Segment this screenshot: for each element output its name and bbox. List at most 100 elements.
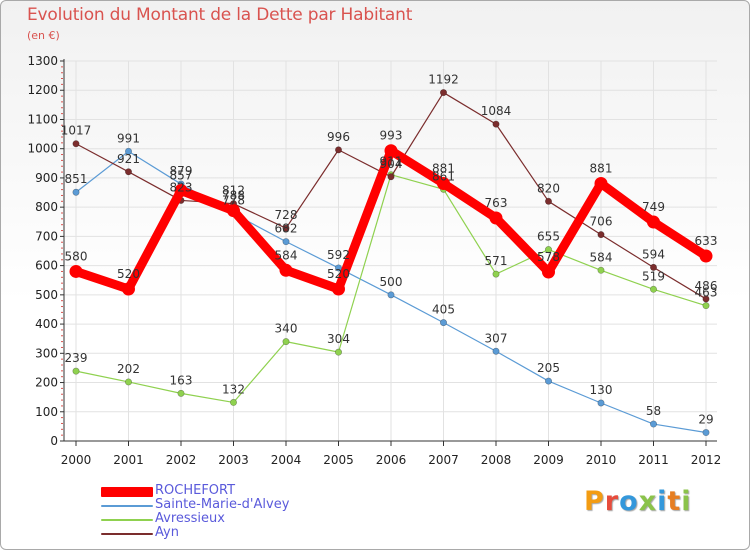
legend-label: Ayn <box>155 525 179 540</box>
data-point-avressieux <box>649 285 657 293</box>
data-label-ayn: 594 <box>642 247 665 261</box>
data-point-ayn <box>282 224 290 232</box>
data-label-rochefort: 881 <box>590 161 613 175</box>
data-label-rochefort: 763 <box>485 196 508 210</box>
data-point-ayn <box>334 146 342 154</box>
data-point-sainte-marie-d-alvey <box>649 420 657 428</box>
legend-swatch <box>101 533 153 535</box>
data-label-avressieux: 163 <box>170 373 193 387</box>
x-tick-label: 2006 <box>376 453 407 467</box>
data-label-rochefort: 578 <box>537 250 560 264</box>
data-label-ayn: 812 <box>222 184 245 198</box>
data-point-ayn <box>387 173 395 181</box>
axes: 0 100 200 300 400 500 600 700 800 900 1000 1100 1200… <box>27 54 721 467</box>
y-tick-label: 400 <box>35 317 58 331</box>
data-point-sainte-marie-d-alvey <box>492 347 500 355</box>
data-label-rochefort: 749 <box>642 200 665 214</box>
data-point-ayn <box>649 263 657 271</box>
x-tick-label: 2011 <box>638 453 669 467</box>
data-point-ayn <box>72 140 80 148</box>
data-point-avressieux <box>544 246 552 254</box>
y-tick-label: 700 <box>35 229 58 243</box>
data-label-avressieux: 571 <box>485 254 508 268</box>
data-label-sainte-marie-d-alvey: 879 <box>170 164 193 178</box>
y-tick-label: 900 <box>35 171 58 185</box>
legend-swatch <box>101 519 153 521</box>
data-label-ayn: 904 <box>380 157 403 171</box>
data-label-rochefort: 633 <box>695 234 718 248</box>
data-label-rochefort: 993 <box>380 129 403 143</box>
data-point-rochefort <box>384 144 398 158</box>
data-label-avressieux: 519 <box>642 269 665 283</box>
data-point-avressieux <box>597 266 605 274</box>
data-label-rochefort: 788 <box>222 189 245 203</box>
data-label-avressieux: 861 <box>432 169 455 183</box>
data-point-avressieux <box>125 378 133 386</box>
data-label-rochefort: 857 <box>170 168 193 182</box>
data-label-sainte-marie-d-alvey: 307 <box>485 331 508 345</box>
data-point-rochefort <box>542 265 555 279</box>
x-tick-label: 2002 <box>166 453 197 467</box>
data-label-sainte-marie-d-alvey: 592 <box>327 248 350 262</box>
data-point-sainte-marie-d-alvey <box>597 399 605 407</box>
x-tick-label: 2005 <box>323 453 354 467</box>
data-label-avressieux: 304 <box>327 332 350 346</box>
data-label-avressieux: 463 <box>695 286 718 300</box>
x-tick-label: 2009 <box>533 453 564 467</box>
data-point-sainte-marie-d-alvey <box>72 188 80 196</box>
logo-letter: x <box>638 486 658 517</box>
data-point-sainte-marie-d-alvey <box>282 238 290 246</box>
proxiti-logo: Proxiti <box>584 486 692 517</box>
data-point-ayn <box>702 295 710 303</box>
data-point-rochefort <box>227 204 240 218</box>
y-tick-label: 100 <box>35 405 58 419</box>
y-tick-label: 800 <box>35 200 58 214</box>
logo-letter: r <box>604 486 620 517</box>
y-tick-label: 0 <box>50 434 58 448</box>
legend-label: Sainte-Marie-d'Alvey <box>155 497 290 512</box>
data-label-avressieux: 202 <box>117 362 140 376</box>
data-label-rochefort: 584 <box>275 248 298 262</box>
legend-swatch <box>101 487 153 497</box>
data-point-rochefort <box>174 183 188 197</box>
data-label-avressieux: 340 <box>275 322 298 336</box>
data-label-sainte-marie-d-alvey: 205 <box>537 361 560 375</box>
data-point-sainte-marie-d-alvey <box>387 291 395 299</box>
data-label-ayn: 823 <box>170 180 193 194</box>
data-label-sainte-marie-d-alvey: 851 <box>65 172 88 186</box>
data-label-avressieux: 584 <box>590 250 613 264</box>
data-label-avressieux: 132 <box>222 382 245 396</box>
data-label-avressieux: 911 <box>380 155 403 169</box>
y-tick-label: 600 <box>35 259 58 273</box>
data-point-sainte-marie-d-alvey <box>125 147 133 155</box>
data-point-sainte-marie-d-alvey <box>702 429 710 437</box>
data-point-rochefort <box>332 282 345 296</box>
x-tick-label: 2012 <box>691 453 722 467</box>
data-label-ayn: 820 <box>537 181 560 195</box>
data-point-avressieux <box>282 338 290 346</box>
data-point-avressieux <box>177 389 185 397</box>
chart-unit-label: (en €) <box>27 29 60 42</box>
y-tick-label: 1100 <box>27 112 58 126</box>
logo-letter: P <box>584 486 605 517</box>
y-tick-label: 1000 <box>27 142 58 156</box>
data-label-ayn: 728 <box>275 208 298 222</box>
data-point-avressieux <box>72 367 80 375</box>
logo-letter: o <box>619 486 639 517</box>
data-point-rochefort <box>437 176 450 190</box>
data-label-avressieux: 655 <box>537 230 560 244</box>
data-point-avressieux <box>334 348 342 356</box>
data-point-rochefort <box>594 176 608 190</box>
data-label-sainte-marie-d-alvey: 58 <box>646 404 661 418</box>
data-point-rochefort <box>699 249 713 263</box>
data-labels: 851 991 879 778 682 592 500 405 307 205 130 58 29 239… <box>61 73 718 427</box>
data-point-sainte-marie-d-alvey <box>544 377 552 385</box>
x-tick-label: 2001 <box>113 453 144 467</box>
data-point-avressieux <box>492 270 500 278</box>
data-point-ayn <box>544 197 552 205</box>
data-label-sainte-marie-d-alvey: 991 <box>117 131 140 145</box>
data-point-ayn <box>439 89 447 97</box>
data-label-sainte-marie-d-alvey: 130 <box>590 383 613 397</box>
